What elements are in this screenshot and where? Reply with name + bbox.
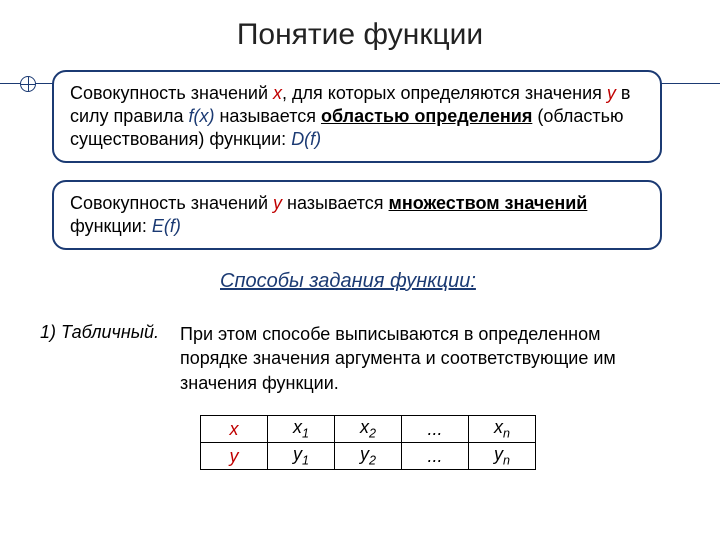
table-row: y y1 y2 ... yn [201,443,536,470]
text-segment: называется [282,193,389,213]
notation-ef: E(f) [152,216,181,236]
term-range: множеством значений [389,193,588,213]
cell-base: x [360,417,369,437]
cell-base: x [293,417,302,437]
variable-y: y [273,193,282,213]
term-domain: областью определения [321,106,532,126]
table-cell: y2 [335,443,402,470]
text-segment: называется [214,106,321,126]
text-segment: функции: [70,216,152,236]
divider-marker-icon [20,76,36,92]
table-cell-dots: ... [402,443,469,470]
table-cell: xn [469,416,536,443]
table-cell: yn [469,443,536,470]
table-cell: y1 [268,443,335,470]
definition-domain-callout: Совокупность значений x, для которых опр… [52,70,662,163]
cell-sub: 2 [369,427,376,441]
table-cell-y-head: y [201,443,268,470]
function-fx: f(x) [188,106,214,126]
method1-description: При этом способе выписываются в определе… [180,322,660,395]
cell-sub: 1 [302,427,309,441]
function-table: x x1 x2 ... xn y y1 y2 ... yn [200,415,536,470]
text-segment: Совокупность значений [70,83,273,103]
definition-range-callout: Совокупность значений y называется множе… [52,180,662,250]
text-segment: , для которых определяются значения [282,83,607,103]
slide-title: Понятие функции [0,18,720,52]
cell-sub: n [503,454,510,468]
notation-df: D(f) [291,129,321,149]
text-segment: Совокупность значений [70,193,273,213]
slide: Понятие функции Совокупность значений x,… [0,0,720,540]
table-row: x x1 x2 ... xn [201,416,536,443]
cell-base: x [494,417,503,437]
variable-y: y [607,83,616,103]
variable-x: x [273,83,282,103]
method1-label: 1) Табличный. [40,322,159,343]
table-cell: x2 [335,416,402,443]
cell-base: y [494,444,503,464]
cell-base: y [360,444,369,464]
cell-base: y [293,444,302,464]
cell-sub: n [503,427,510,441]
table-cell-dots: ... [402,416,469,443]
table-cell: x1 [268,416,335,443]
cell-sub: 2 [369,454,376,468]
cell-sub: 1 [302,454,309,468]
section-methods-title: Способы задания функции: [220,270,476,293]
table-cell-x-head: x [201,416,268,443]
